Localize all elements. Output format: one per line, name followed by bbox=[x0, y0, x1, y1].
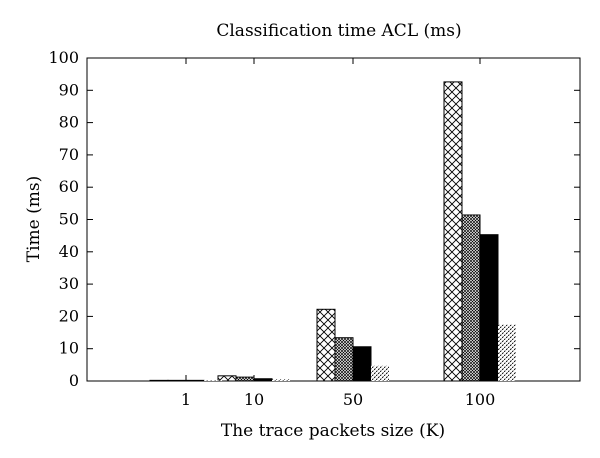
chart-title: Classification time ACL (ms) bbox=[216, 21, 461, 41]
bar-fine-crosshatch-100 bbox=[461, 214, 481, 382]
bar-fine-crosshatch-50 bbox=[334, 337, 354, 382]
y-tick-label: 40 bbox=[59, 242, 79, 261]
y-tick-label: 10 bbox=[59, 339, 79, 358]
y-tick-label: 70 bbox=[59, 145, 79, 164]
x-tick-label: 1 bbox=[181, 390, 191, 409]
x-tick-label: 10 bbox=[244, 390, 264, 409]
x-axis: 1 10 50 100 bbox=[181, 58, 495, 409]
bar-diagonal-dashes-10 bbox=[272, 379, 290, 381]
bar-crosshatch-100 bbox=[443, 81, 463, 382]
bar-diagonal-dashes-1 bbox=[204, 380, 222, 381]
y-tick-label: 90 bbox=[59, 80, 79, 99]
x-tick-label: 50 bbox=[343, 390, 363, 409]
y-tick-label: 20 bbox=[59, 306, 79, 325]
bar-solid-100 bbox=[479, 234, 499, 382]
bar-crosshatch-10 bbox=[217, 375, 237, 382]
x-axis-label: The trace packets size (K) bbox=[221, 421, 445, 441]
bar-diagonal-dashes-100 bbox=[498, 324, 516, 381]
y-axis-label: Time (ms) bbox=[24, 176, 44, 262]
bar-diagonal-dashes-50 bbox=[371, 365, 389, 381]
y-tick-label: 30 bbox=[59, 274, 79, 293]
y-tick-label: 80 bbox=[59, 113, 79, 132]
bar-solid-50 bbox=[352, 346, 372, 382]
y-tick-label: 0 bbox=[69, 371, 79, 390]
y-tick-label: 50 bbox=[59, 210, 79, 229]
bar-crosshatch-50 bbox=[316, 308, 336, 382]
bar-crosshatch-1 bbox=[149, 379, 169, 382]
bar-fine-crosshatch-10 bbox=[235, 376, 255, 382]
bar-fine-crosshatch-1 bbox=[167, 379, 187, 382]
y-axis: 0 10 20 30 40 50 60 70 80 90 100 bbox=[48, 48, 580, 390]
bar-solid-10 bbox=[253, 378, 273, 382]
y-tick-label: 100 bbox=[48, 48, 79, 67]
bar-solid-1 bbox=[185, 379, 205, 382]
x-tick-label: 100 bbox=[465, 390, 496, 409]
y-tick-label: 60 bbox=[59, 177, 79, 196]
bars-group bbox=[149, 81, 516, 382]
